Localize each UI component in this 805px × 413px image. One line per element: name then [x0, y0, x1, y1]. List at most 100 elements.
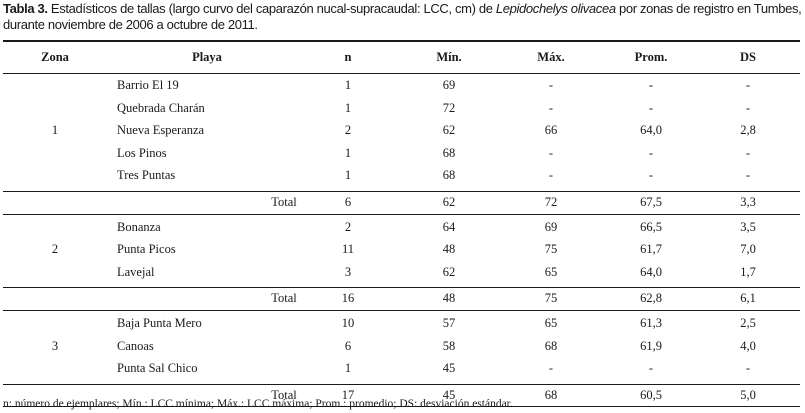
prom-cell: - — [648, 168, 654, 183]
caption-label: Tabla 3. — [3, 1, 48, 16]
min-cell: 48 — [442, 242, 456, 257]
zona-cell: 2 — [51, 242, 59, 257]
min-cell: 57 — [442, 316, 456, 330]
caption-text: Estadísticos de tallas (largo curvo del … — [47, 1, 496, 16]
total-top-rule — [3, 287, 800, 289]
total-max-cell: 68 — [544, 387, 558, 402]
prom-cell: 61,7 — [640, 242, 662, 257]
ds-cell: 1,7 — [740, 264, 756, 279]
header-ds: DS — [740, 50, 756, 64]
playa-cell: Tres Puntas — [117, 168, 176, 183]
max-cell: - — [548, 145, 554, 160]
prom-cell: 61,9 — [640, 338, 662, 353]
table-caption: Tabla 3. Estadísticos de tallas (largo c… — [3, 1, 803, 33]
header-prom: Prom. — [634, 50, 668, 64]
n-cell: 1 — [344, 78, 352, 92]
caption-species: Lepidochelys olivacea — [495, 1, 616, 16]
playa-cell: Bonanza — [117, 219, 161, 234]
max-cell: 65 — [544, 316, 558, 330]
prom-cell: 66,5 — [640, 219, 662, 234]
prom-cell: - — [648, 361, 654, 376]
n-cell: 2 — [344, 219, 352, 234]
total-min-cell: 48 — [442, 291, 456, 306]
n-cell: 10 — [341, 316, 355, 330]
total-max-cell: 75 — [544, 291, 558, 306]
n-cell: 3 — [344, 264, 352, 279]
total-prom-cell: 62,8 — [640, 291, 662, 306]
max-cell: - — [548, 78, 554, 92]
total-label: Total — [271, 387, 297, 402]
ds-cell: 7,0 — [740, 242, 756, 257]
max-cell: 66 — [544, 123, 558, 138]
total-bottom-rule — [3, 310, 800, 311]
playa-cell: Baja Punta Mero — [117, 316, 202, 330]
n-cell: 1 — [344, 145, 352, 160]
min-cell: 45 — [442, 361, 456, 376]
playa-cell: Barrio El 19 — [117, 78, 179, 92]
total-ds-cell: 6,1 — [740, 291, 756, 306]
prom-cell: 61,3 — [640, 316, 662, 330]
header-max: Máx. — [537, 50, 565, 64]
playa-cell: Quebrada Charán — [117, 100, 205, 115]
playa-cell: Los Pinos — [117, 145, 167, 160]
caption-text-end: por zonas de registro en Tumbes, durante… — [3, 1, 802, 32]
prom-cell: - — [648, 100, 654, 115]
total-top-rule — [3, 191, 800, 192]
prom-cell: - — [648, 78, 654, 92]
min-cell: 69 — [442, 78, 456, 92]
ds-cell: - — [745, 168, 751, 183]
min-cell: 68 — [442, 168, 456, 183]
total-bottom-rule — [3, 406, 800, 408]
table-footnote: n: número de ejemplares; Mín.: LCC mínim… — [3, 398, 513, 410]
n-cell: 11 — [341, 242, 355, 257]
header-playa: Playa — [192, 50, 222, 64]
total-max-cell: 72 — [544, 195, 558, 209]
header-n: n — [344, 50, 352, 64]
total-ds-cell: 3,3 — [740, 195, 756, 209]
ds-cell: 2,8 — [740, 123, 756, 138]
total-prom-cell: 60,5 — [640, 387, 662, 402]
playa-cell: Lavejal — [117, 264, 155, 279]
total-n-cell: 6 — [344, 195, 352, 209]
playa-cell: Canoas — [117, 338, 154, 353]
total-label: Total — [271, 195, 297, 209]
min-cell: 68 — [442, 145, 456, 160]
min-cell: 62 — [442, 264, 456, 279]
ds-cell: - — [745, 145, 751, 160]
max-cell: 75 — [544, 242, 558, 257]
zona-cell: 1 — [51, 123, 59, 138]
max-cell: 65 — [544, 264, 558, 279]
n-cell: 1 — [344, 100, 352, 115]
min-cell: 72 — [442, 100, 456, 115]
n-cell: 1 — [344, 361, 352, 376]
playa-cell: Punta Sal Chico — [117, 361, 198, 376]
ds-cell: 2,5 — [740, 316, 756, 330]
max-cell: 69 — [544, 219, 558, 234]
ds-cell: - — [745, 361, 751, 376]
min-cell: 64 — [442, 219, 456, 234]
table-top-rule — [3, 40, 800, 42]
n-cell: 1 — [344, 168, 352, 183]
prom-cell: 64,0 — [640, 123, 662, 138]
ds-cell: - — [745, 78, 751, 92]
total-min-cell: 45 — [442, 387, 456, 402]
total-ds-cell: 5,0 — [740, 387, 756, 402]
total-n-cell: 17 — [341, 387, 355, 402]
total-prom-cell: 67,5 — [640, 195, 662, 209]
total-n-cell: 16 — [341, 291, 355, 306]
zona-cell: 3 — [51, 338, 59, 353]
max-cell: - — [548, 100, 554, 115]
min-cell: 58 — [442, 338, 456, 353]
playa-cell: Nueva Esperanza — [117, 123, 205, 138]
max-cell: - — [548, 168, 554, 183]
max-cell: 68 — [544, 338, 558, 353]
n-cell: 2 — [344, 123, 352, 138]
prom-cell: 64,0 — [640, 264, 662, 279]
header-min: Mín. — [436, 50, 462, 64]
header-bottom-rule — [3, 73, 800, 74]
total-label: Total — [271, 291, 297, 306]
min-cell: 62 — [442, 123, 456, 138]
n-cell: 6 — [344, 338, 352, 353]
ds-cell: 3,5 — [740, 219, 756, 234]
max-cell: - — [548, 361, 554, 376]
